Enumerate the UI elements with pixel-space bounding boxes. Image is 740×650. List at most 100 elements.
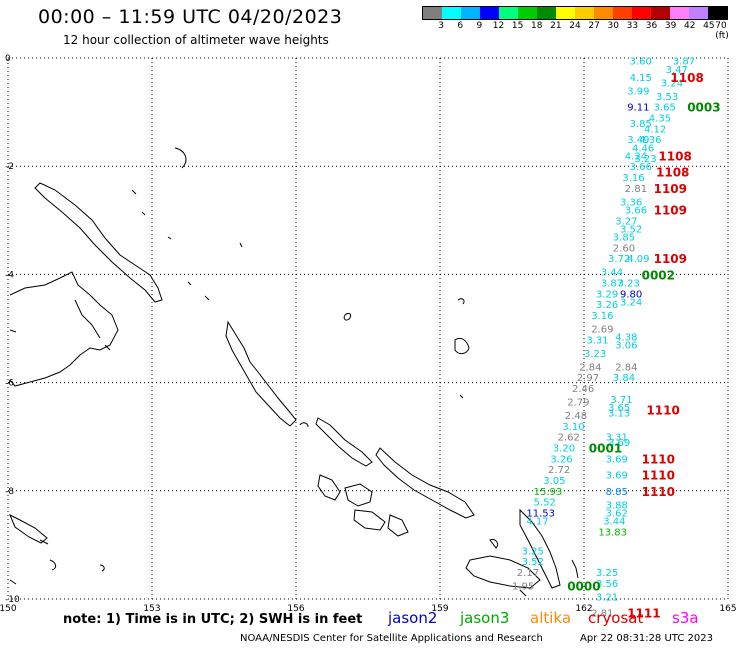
cycle-number: 1108 [670,71,703,85]
wave-height-value: 3.26 [596,300,618,311]
footer-credit: NOAA/NESDIS Center for Satellite Applica… [240,633,543,644]
wave-height-value: 3.88 [606,500,628,511]
wave-height-value: 3.71 [610,395,632,406]
wave-height-value: 4.15 [630,73,652,84]
colorbar-label: 21 [550,21,562,31]
wave-height-value: 3.23 [634,154,656,165]
coastline-guadalcanal [465,555,541,589]
wave-height-value: 4.36 [639,135,661,146]
wave-height-value: 3.24 [661,78,683,89]
x-tick-label: 153 [143,604,160,614]
coastline-bougainville [225,320,297,427]
coastline-new-georgia [317,474,409,537]
grid-lines [8,58,728,599]
wave-height-value: 2.60 [613,243,635,254]
wave-height-value: 4.12 [644,124,666,135]
wave-height-value: 3.85 [613,233,635,244]
wave-height-value: 3.25 [522,546,544,557]
colorbar-labels: 3 6 9 12 15 18 21 24 27 30 33 36 39 42 45 70 (ft) [422,21,729,41]
colorbar-label: 12 [492,21,505,31]
colorbar-label: 39 [664,21,677,31]
wave-height-value: 2.62 [558,433,580,444]
y-tick-label: -2 [5,162,14,172]
coastline-santa-isabel [375,447,475,519]
wave-height-value: 2.69 [591,325,613,336]
y-tick-label: -10 [5,595,20,605]
wave-height-value: 3.06 [615,341,637,352]
colorbar-label: 42 [684,21,696,31]
cycle-number: 0000 [567,579,600,593]
page-title: 00:00 – 11:59 UTC 04/20/2023 [38,6,343,28]
y-tick-label: -4 [5,270,14,280]
axis-labels: 150 153 156 159 162 165 0 -2 -4 -6 -8 -10 [0,54,737,614]
y-tick-label: 0 [5,54,11,64]
legend-item-altika: altika [530,609,572,627]
colorbar-label: 24 [569,21,581,31]
wave-height-value: 3.25 [596,568,618,579]
wave-height-value: 2.81 [591,609,613,620]
colorbar-label: 3 [438,21,444,31]
legend-item-jason2: jason2 [388,609,438,627]
wave-height-value: 3.56 [596,579,618,590]
colorbar-swatch-14 [689,7,708,19]
wave-height-value: 3.87 [673,57,695,68]
wave-height-value: 3.52 [620,224,642,235]
colorbar-swatch-4 [499,7,518,19]
wave-height-value: 3.26 [550,454,572,465]
legend-item-s3a: s3a [672,609,699,627]
wave-height-value: 2.84 [579,362,601,373]
wave-height-value: 4.35 [649,114,671,125]
wave-height-value: 3.62 [606,508,628,519]
cycle-number: 0003 [687,101,720,115]
coastlines [9,147,579,597]
wave-height-value: 3.65 [654,103,676,114]
wave-height-value: 4.09 [627,254,649,265]
map-frame [7,57,729,600]
coastline-new-ireland [34,182,163,303]
y-tick-label: -6 [5,379,14,389]
colorbar-label: 18 [531,21,543,31]
legend-note: note: 1) Time is in UTC; 2) SWH is in fe… [63,612,363,627]
cycle-number: 1109 [654,252,687,266]
wave-height-value: 3.05 [543,476,565,487]
cycle-number: 1111 [627,607,660,621]
colorbar-swatch-11 [632,7,651,19]
wave-height-value: 3.66 [625,205,647,216]
coastline-choiseul [315,417,373,467]
wave-height-value: 3.72 [608,254,630,265]
colorbar-label: 30 [607,21,619,31]
colorbar-swatch-12 [651,7,670,19]
wave-height-value: 3.10 [562,422,584,433]
wave-height-value: 9.80 [620,289,642,300]
wave-height-value: 15.93 [534,487,563,498]
wave-height-value: 3.36 [620,197,642,208]
wave-height-value: 2.79 [567,398,589,409]
cycle-number: 1110 [642,485,675,499]
wave-height-value: 3.23 [584,349,606,360]
wave-height-value: 2.46 [572,384,594,395]
colorbar-swatch-13 [670,7,689,19]
wave-height-value: 3.66 [630,162,652,173]
wave-height-value: 4.24 [625,151,647,162]
cycle-number: 1110 [646,404,679,418]
coastline-new-britain [9,271,119,387]
wave-height-value: 3.69 [606,454,628,465]
wave-height-value: 3.99 [627,86,649,97]
y-tick-label: -8 [5,487,14,497]
cycle-number: 1108 [658,149,691,163]
colorbar-swatch-1 [442,7,461,19]
wave-height-value: 3.24 [620,297,642,308]
colorbar-label: 27 [588,21,600,31]
colorbar [422,6,728,20]
cycle-number: 0001 [589,442,622,456]
legend-item-cryosat: cryosat [588,609,644,627]
wave-height-value: 8.85 [606,487,628,498]
coastline-malaita [519,508,561,589]
wave-height-value: 1.95 [512,581,534,592]
wave-height-value: 3.44 [603,517,625,528]
cycles-layer: 1108 0003 1108 1108 1109 1109 1109 0002 1110 0001… [567,71,720,621]
wave-height-value: 2.81 [625,184,647,195]
x-tick-label: 165 [719,604,736,614]
wave-height-value: 3.87 [601,279,623,290]
colorbar-label: 9 [476,21,483,31]
